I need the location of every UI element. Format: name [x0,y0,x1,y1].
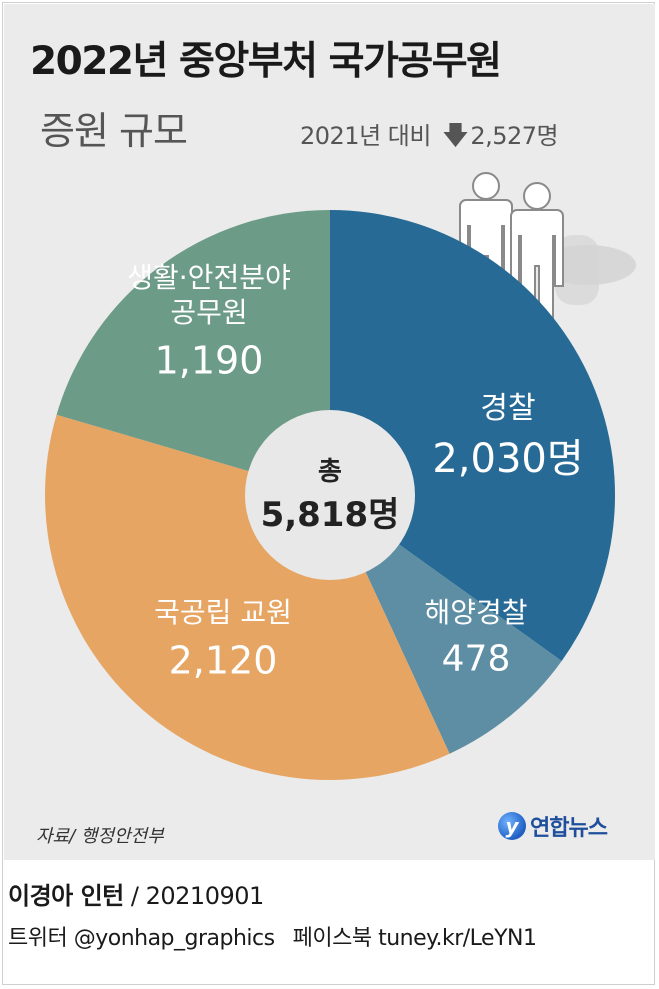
donut-center [245,410,415,580]
slice-value-label: 2,030명 [432,436,583,482]
chart-subtitle: 증원 규모 [40,109,188,153]
yonhap-logo: y 연합뉴스 [498,810,608,842]
publish-date: / 20210901 [130,882,264,910]
slice-value-label: 2,120 [169,638,278,682]
pie-slice [56,210,331,495]
logo-text: 연합뉴스 [530,816,608,841]
slice-name-label: 국공립 교원 [154,596,292,629]
credit-line: 이경아 인턴 / 20210901 [8,876,264,911]
twitter-handle[interactable]: 트위터 @yonhap_graphics [8,926,275,951]
facebook-link[interactable]: 페이스북 tuney.kr/LeYN1 [292,926,537,951]
total-value: 5,818명 [261,495,400,535]
chart-title: 2022년 중앙부처 국가공무원 [30,39,502,84]
slice-name-label: 생활·안전분야 [127,261,290,294]
slice-name-label: 해양경찰 [424,596,527,629]
slice-value-label: 478 [442,639,511,680]
social-links: 트위터 @yonhap_graphics 페이스북 tuney.kr/LeYN1 [8,920,537,952]
pie-slice [45,414,450,780]
pie-slice [330,210,615,661]
comparison-note: 2021년 대비 🡇2,527명 [300,116,559,161]
logo-mark: y [498,812,526,840]
comparison-label: 2021년 대비 [300,122,431,150]
down-arrow-icon: 🡇 [442,121,469,151]
slice-name-label: 경찰 [480,391,535,426]
total-label: 총 [318,457,342,487]
author-name: 이경아 인턴 [8,882,124,910]
slice-name-label: 공무원 [170,296,247,329]
slice-value-label: 1,190 [155,338,264,382]
pie-slice [330,495,562,754]
source-note: 자료/ 행정안전부 [36,826,164,847]
comparison-value: 2,527명 [470,122,559,150]
